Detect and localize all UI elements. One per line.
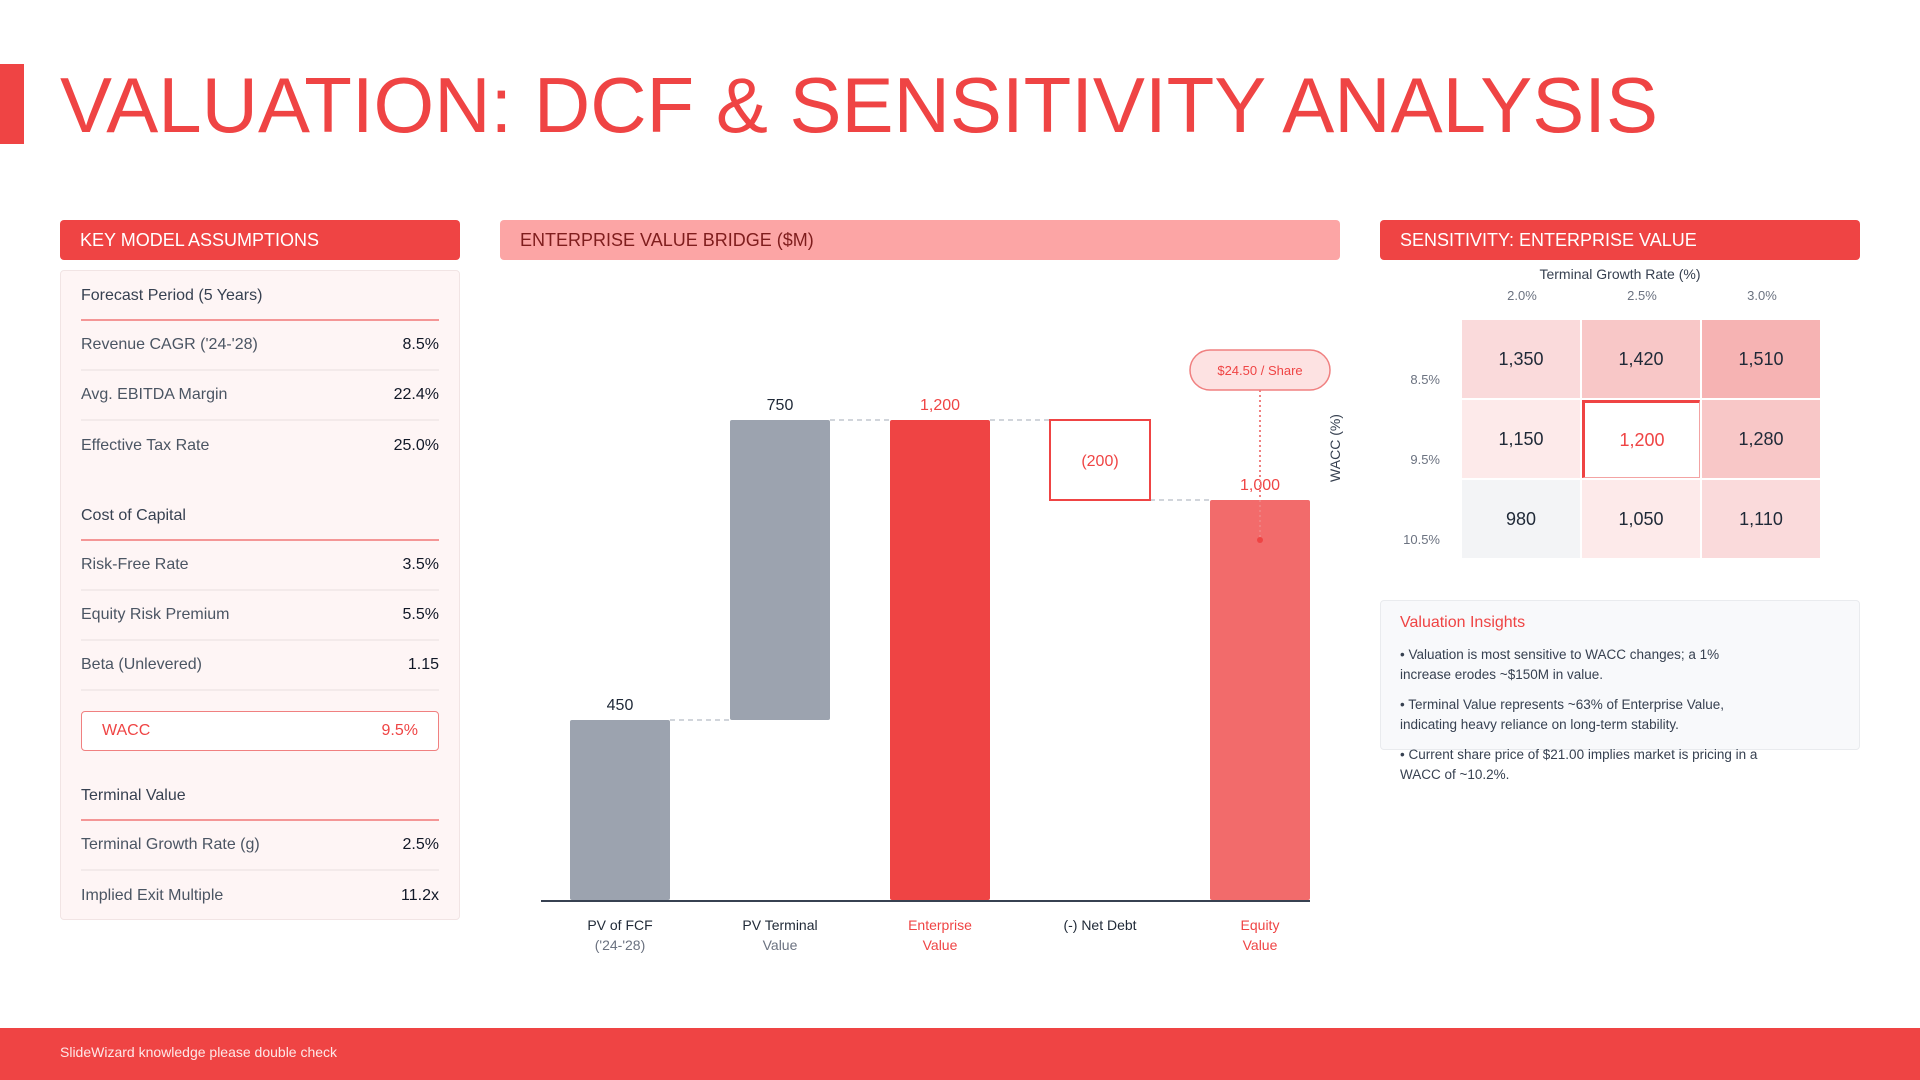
- assumption-value: 11.2x: [401, 887, 439, 904]
- insights-title: Valuation Insights: [1400, 614, 1526, 631]
- category-label: Enterprise: [908, 917, 972, 933]
- category-label: ('24-'28): [595, 937, 645, 953]
- wacc-label: WACC: [102, 722, 151, 739]
- ev-bridge-chart: 450 PV of FCF ('24-'28) 750 PV Terminal Value…: [541, 349, 1343, 953]
- data-label: (200): [1081, 453, 1118, 470]
- assumption-label: Implied Exit Multiple: [81, 887, 224, 904]
- assumption-row: Risk-Free Rate 3.5%: [81, 541, 439, 591]
- group-title-cost-of-capital: Cost of Capital: [81, 491, 439, 541]
- share-price-pill: [1189, 349, 1331, 391]
- assumption-label: Beta (Unlevered): [81, 656, 202, 673]
- sensitivity-column-label: 2.0%: [1507, 288, 1537, 303]
- category-label: Value: [1243, 937, 1278, 953]
- page-title: VALUATION: DCF & SENSITIVITY ANALYSIS: [60, 61, 1658, 149]
- sensitivity-column-label: 2.5%: [1627, 288, 1657, 303]
- category-label: (-) Net Debt: [1063, 917, 1136, 933]
- sensitivity-cell: 980: [1462, 480, 1580, 558]
- data-label: 450: [607, 697, 634, 714]
- assumption-row: Revenue CAGR ('24-'28) 8.5%: [81, 321, 439, 371]
- sensitivity-header: SENSITIVITY: ENTERPRISE VALUE: [1380, 220, 1860, 260]
- footer-bar: SlideWizard knowledge please double chec…: [0, 1028, 1920, 1080]
- assumption-row: Implied Exit Multiple 11.2x: [81, 871, 439, 921]
- sensitivity-cell: 1,050: [1582, 480, 1700, 558]
- bar: [730, 420, 830, 720]
- annotation-dot: [1257, 537, 1263, 543]
- assumption-label: Equity Risk Premium: [81, 606, 230, 623]
- bar: [1210, 500, 1310, 900]
- assumption-value: 22.4%: [393, 386, 439, 403]
- category-label: Value: [923, 937, 958, 953]
- share-price-label: $24.50 / Share: [1217, 363, 1302, 378]
- group-title-terminal-value: Terminal Value: [81, 771, 439, 821]
- bridge-header: ENTERPRISE VALUE BRIDGE ($M): [500, 220, 1340, 260]
- sensitivity-cell: 1,510: [1702, 320, 1820, 398]
- bar: [570, 720, 670, 900]
- assumption-value: 25.0%: [393, 437, 439, 454]
- data-label: 750: [767, 397, 794, 414]
- wacc-value: 9.5%: [381, 722, 418, 739]
- sensitivity-cell: 1,280: [1702, 400, 1820, 478]
- sensitivity-column-axis-title: Terminal Growth Rate (%): [1539, 266, 1701, 282]
- category-label: Equity: [1241, 917, 1280, 933]
- assumption-label: Risk-Free Rate: [81, 556, 189, 573]
- assumption-value: 8.5%: [402, 336, 439, 353]
- sensitivity-cell: 1,420: [1582, 320, 1700, 398]
- title-accent-bar: [0, 64, 24, 144]
- sensitivity-row-label: 9.5%: [1410, 452, 1440, 467]
- category-label: Value: [763, 937, 798, 953]
- group-title-forecast: Forecast Period (5 Years): [81, 271, 439, 321]
- assumption-row: Beta (Unlevered) 1.15: [81, 641, 439, 691]
- assumption-row: Avg. EBITDA Margin 22.4%: [81, 371, 439, 421]
- assumption-value: 3.5%: [402, 556, 439, 573]
- assumption-row: Equity Risk Premium 5.5%: [81, 591, 439, 641]
- category-label: PV Terminal: [742, 917, 817, 933]
- bar: [890, 420, 990, 900]
- assumption-label: Avg. EBITDA Margin: [81, 386, 228, 403]
- insight-item: • Terminal Value represents ~63% of Ente…: [1400, 697, 1725, 732]
- wacc-axis-label: WACC (%): [1327, 414, 1343, 482]
- sensitivity-row-label: 10.5%: [1403, 532, 1440, 547]
- assumption-label: Terminal Growth Rate (g): [81, 836, 260, 853]
- sensitivity-cell: 1,350: [1462, 320, 1580, 398]
- insights-panel: [1380, 600, 1860, 750]
- bar-net-debt: [1049, 419, 1151, 501]
- assumption-label: Revenue CAGR ('24-'28): [81, 336, 258, 353]
- data-label: 1,200: [920, 397, 960, 414]
- assumption-row: Effective Tax Rate 25.0%: [81, 421, 439, 471]
- category-label: PV of FCF: [587, 917, 652, 933]
- assumptions-panel: Forecast Period (5 Years) Revenue CAGR (…: [60, 270, 460, 920]
- assumption-label: Effective Tax Rate: [81, 437, 210, 454]
- sensitivity-cell: 1,110: [1702, 480, 1820, 558]
- sensitivity-cell: 1,150: [1462, 400, 1580, 478]
- assumption-value: 5.5%: [402, 606, 439, 623]
- assumptions-header: KEY MODEL ASSUMPTIONS: [60, 220, 460, 260]
- sensitivity-column-label: 3.0%: [1747, 288, 1777, 303]
- assumption-row: Terminal Growth Rate (g) 2.5%: [81, 821, 439, 871]
- sensitivity-cell-base-case: 1,200: [1582, 400, 1700, 478]
- assumption-value: 2.5%: [402, 836, 439, 853]
- insight-item: • Current share price of $21.00 implies …: [1400, 747, 1758, 782]
- footer-text: SlideWizard knowledge please double chec…: [60, 1044, 338, 1060]
- assumption-value: 1.15: [407, 656, 439, 673]
- sensitivity-row-label: 8.5%: [1410, 372, 1440, 387]
- insight-item: • Valuation is most sensitive to WACC ch…: [1400, 647, 1720, 682]
- wacc-highlight: WACC 9.5%: [81, 711, 439, 751]
